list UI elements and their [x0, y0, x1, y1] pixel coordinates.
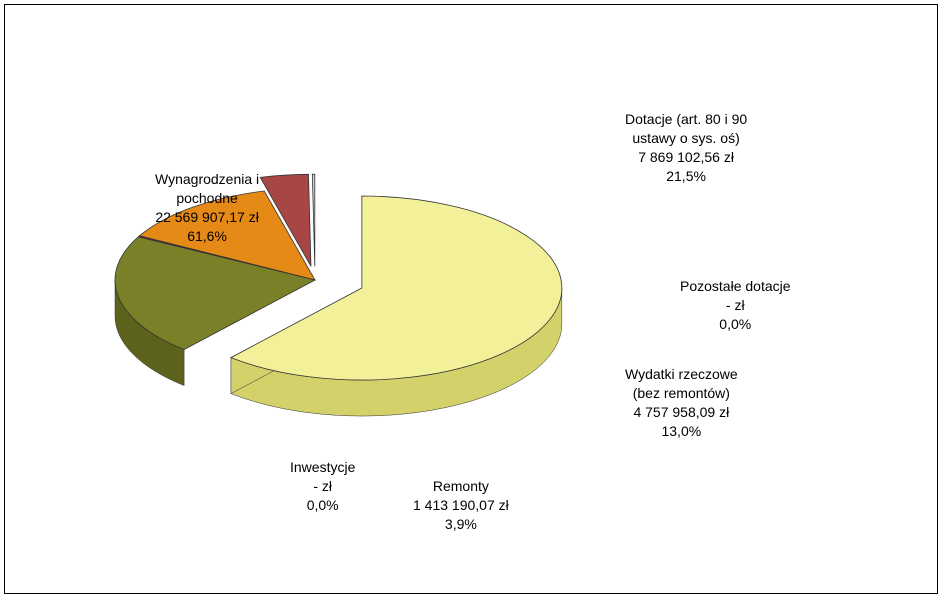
- label-line: 3,9%: [413, 515, 509, 534]
- label-line: (bez remontów): [625, 384, 738, 403]
- label-line: Pozostałe dotacje: [680, 277, 791, 296]
- slice-label: Dotacje (art. 80 i 90ustawy o sys. oś)7 …: [625, 110, 747, 186]
- label-line: 61,6%: [155, 227, 259, 246]
- label-line: Remonty: [413, 477, 509, 496]
- label-line: Wynagrodzenia i: [155, 170, 259, 189]
- label-line: ustawy o sys. oś): [625, 129, 747, 148]
- label-line: Dotacje (art. 80 i 90: [625, 110, 747, 129]
- label-line: 0,0%: [680, 315, 791, 334]
- label-line: 22 569 907,17 zł: [155, 208, 259, 227]
- label-line: 4 757 958,09 zł: [625, 403, 738, 422]
- label-line: 1 413 190,07 zł: [413, 496, 509, 515]
- label-line: 21,5%: [625, 167, 747, 186]
- slice-label: Inwestycje- zł0,0%: [290, 458, 355, 515]
- slice-label: Wydatki rzeczowe(bez remontów)4 757 958,…: [625, 365, 738, 441]
- slice-label: Remonty1 413 190,07 zł3,9%: [413, 477, 509, 534]
- slice-label: Pozostałe dotacje- zł0,0%: [680, 277, 791, 334]
- label-line: - zł: [680, 296, 791, 315]
- chart-frame: Wynagrodzenia ipochodne22 569 907,17 zł6…: [4, 4, 938, 594]
- label-line: Inwestycje: [290, 458, 355, 477]
- label-line: 7 869 102,56 zł: [625, 148, 747, 167]
- slice-label: Wynagrodzenia ipochodne22 569 907,17 zł6…: [155, 170, 259, 246]
- label-line: Wydatki rzeczowe: [625, 365, 738, 384]
- label-line: 13,0%: [625, 422, 738, 441]
- label-line: - zł: [290, 477, 355, 496]
- label-line: pochodne: [155, 189, 259, 208]
- label-line: 0,0%: [290, 496, 355, 515]
